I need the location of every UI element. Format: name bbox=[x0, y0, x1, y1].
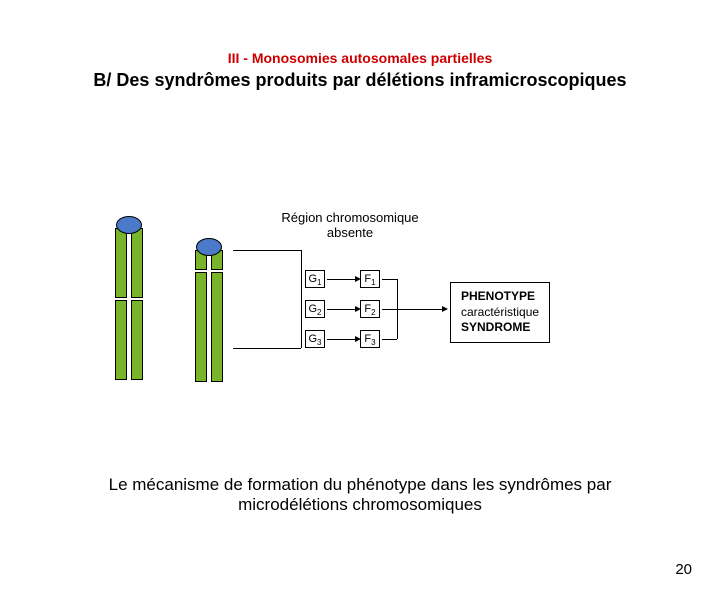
centromere bbox=[196, 238, 222, 256]
chromatid bbox=[195, 272, 207, 382]
hook-line bbox=[233, 348, 301, 349]
gene-box-f1: F1 bbox=[360, 270, 380, 288]
section-supertitle: III - Monosomies autosomales partielles bbox=[0, 50, 720, 66]
bracket-line bbox=[382, 309, 397, 310]
gene-box-g3: G3 bbox=[305, 330, 325, 348]
bracket-line bbox=[382, 339, 397, 340]
phenotype-label: PHENOTYPE bbox=[461, 289, 535, 303]
arrow bbox=[327, 339, 356, 340]
gene-box-g1: G1 bbox=[305, 270, 325, 288]
bracket-line bbox=[382, 279, 397, 280]
chromatid bbox=[131, 300, 143, 380]
chromatid bbox=[211, 272, 223, 382]
phenotype-label: SYNDROME bbox=[461, 320, 530, 334]
arrow bbox=[327, 279, 356, 280]
region-absent-label: Région chromosomique absente bbox=[265, 210, 435, 240]
arrow bbox=[397, 309, 443, 310]
chromatid bbox=[115, 228, 127, 298]
hook-line bbox=[301, 250, 302, 348]
figure-caption: Le mécanisme de formation du phénotype d… bbox=[0, 475, 720, 515]
gene-box-f3: F3 bbox=[360, 330, 380, 348]
centromere bbox=[116, 216, 142, 234]
section-title: B/ Des syndrômes produits par délétions … bbox=[0, 70, 720, 91]
gene-box-f2: F2 bbox=[360, 300, 380, 318]
chromatid bbox=[131, 228, 143, 298]
arrow bbox=[327, 309, 356, 310]
chromatid bbox=[115, 300, 127, 380]
hook-line bbox=[233, 250, 301, 251]
deletion-diagram: Région chromosomique absente G1 G2 G3 F1… bbox=[115, 210, 635, 430]
page-number: 20 bbox=[675, 561, 692, 578]
gene-box-g2: G2 bbox=[305, 300, 325, 318]
phenotype-label: caractéristique bbox=[461, 305, 539, 319]
arrow-head-icon bbox=[442, 306, 448, 312]
phenotype-box: PHENOTYPE caractéristique SYNDROME bbox=[450, 282, 550, 343]
